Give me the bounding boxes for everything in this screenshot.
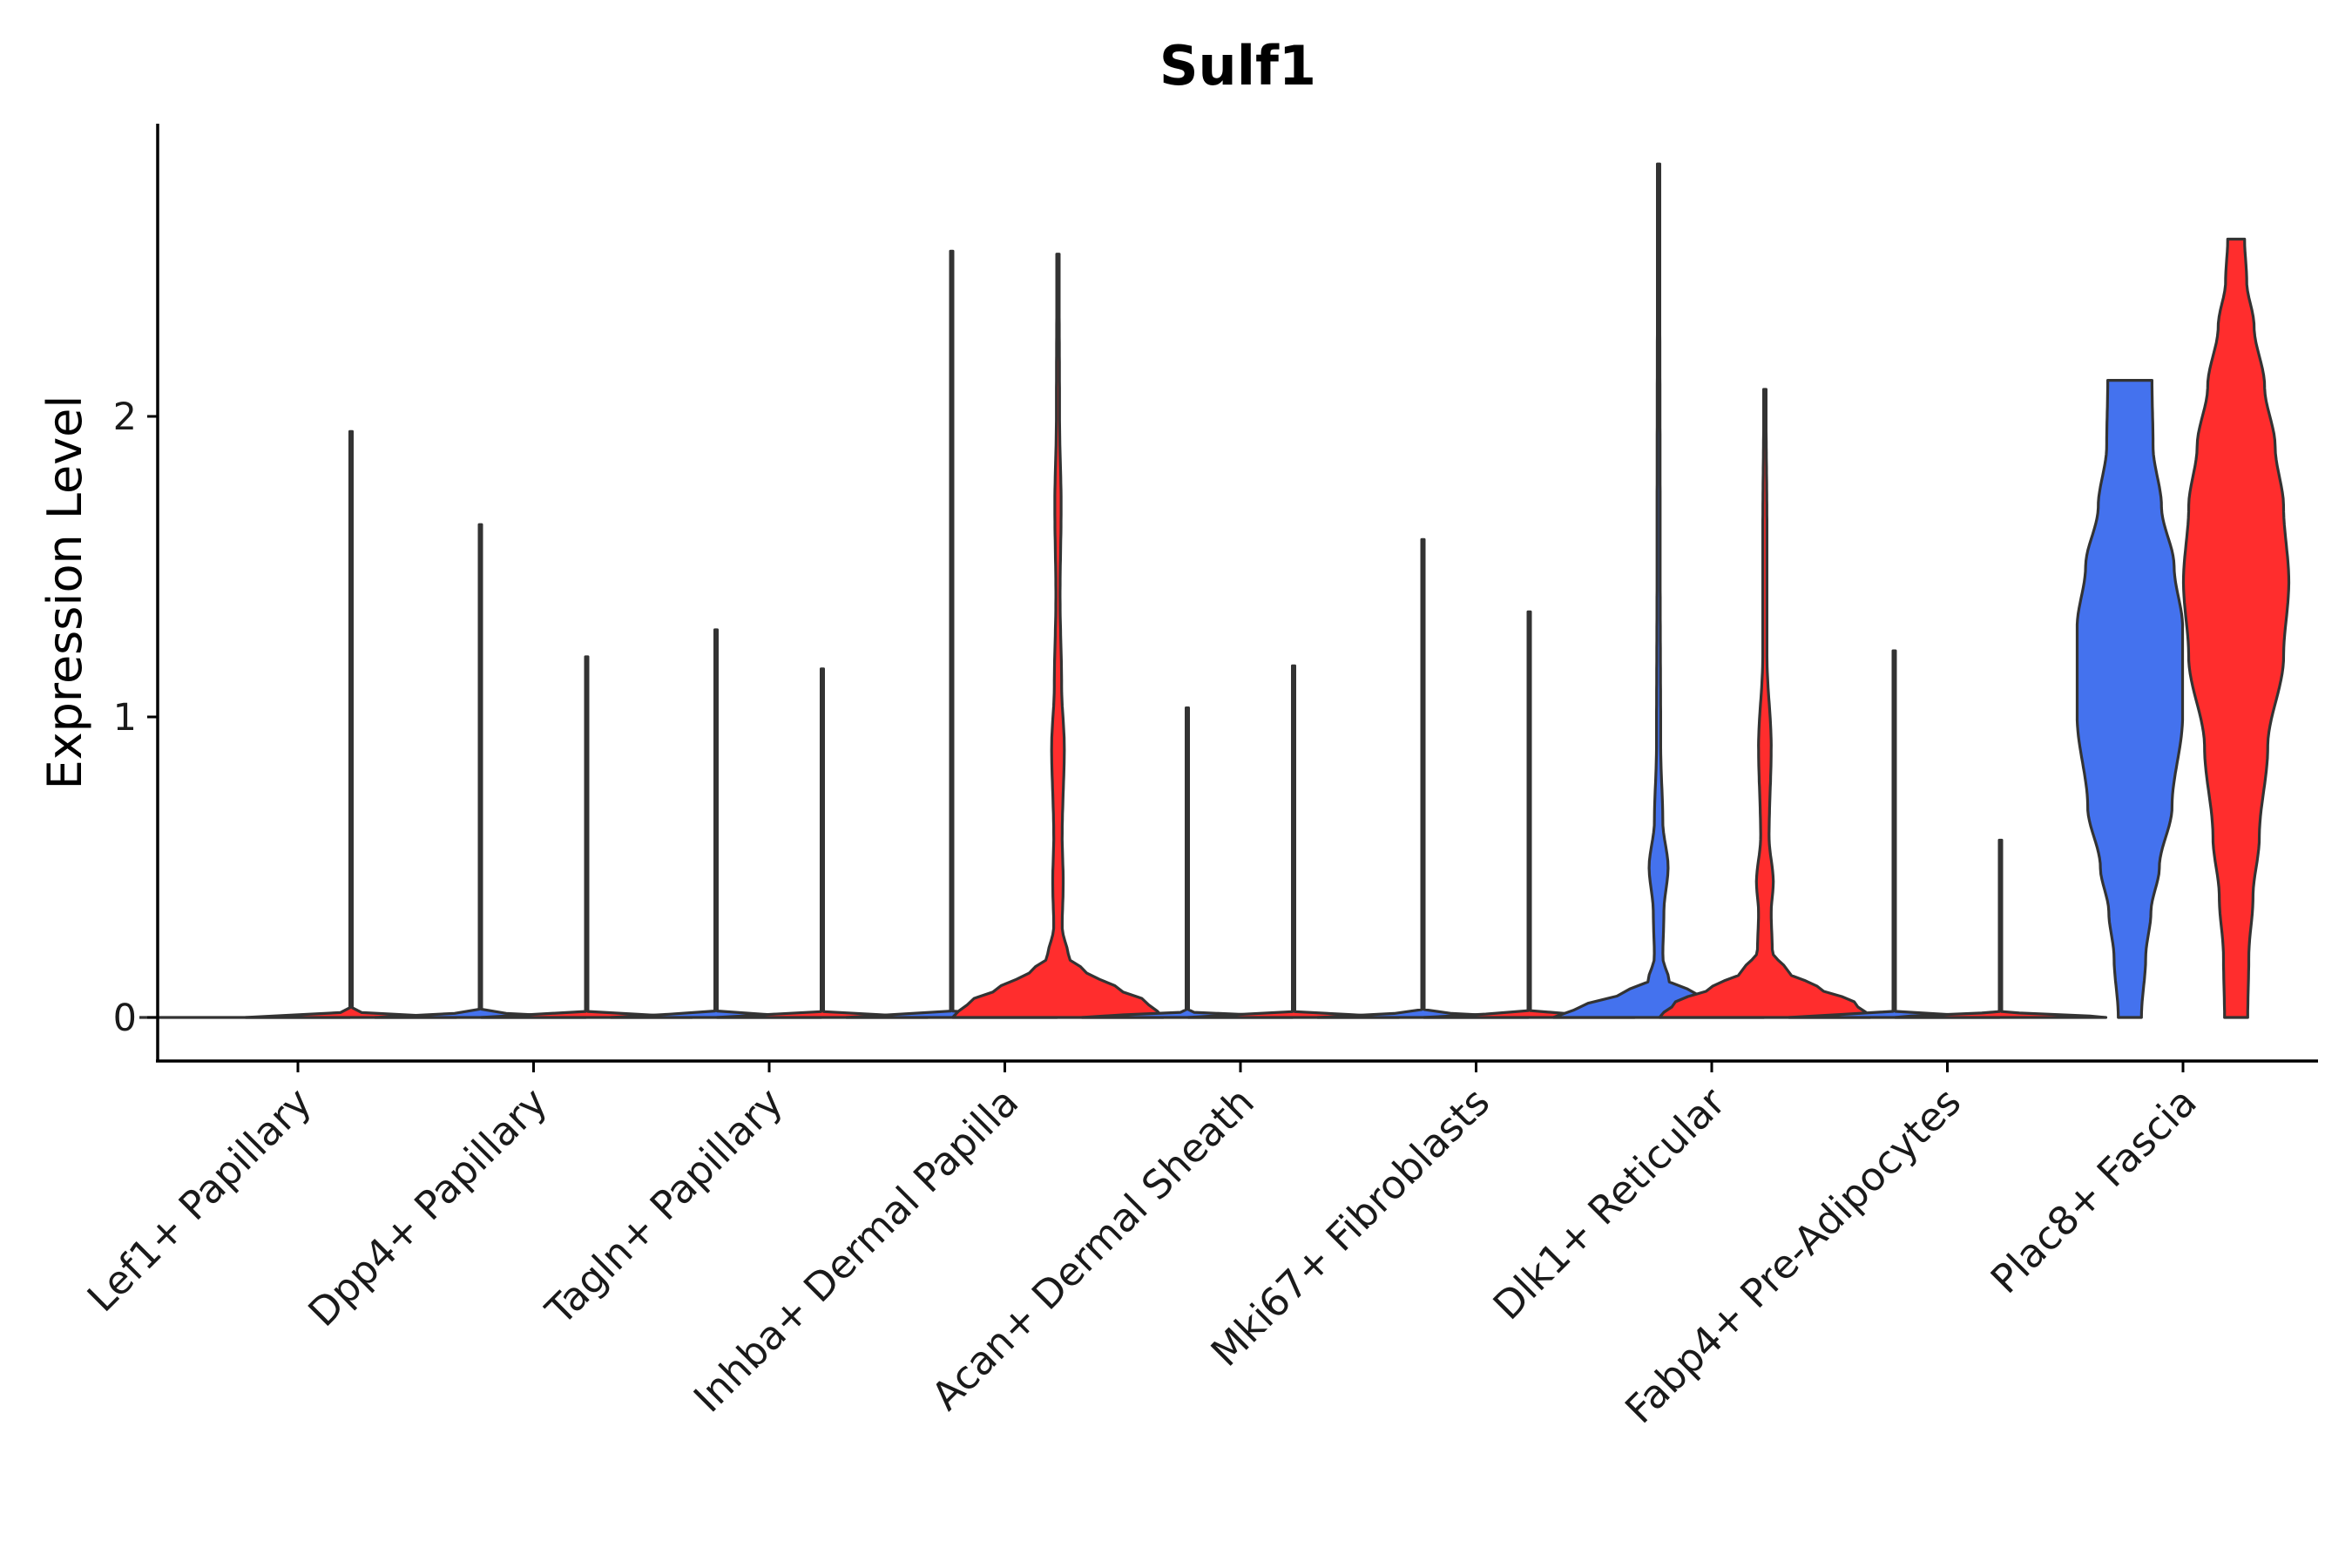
violin-1-blue xyxy=(373,523,588,1019)
violin-layer xyxy=(139,162,2291,1019)
y-tick-label: 2 xyxy=(113,395,137,439)
violin-4-red xyxy=(1186,664,1401,1019)
y-axis-label: Expression Level xyxy=(37,395,92,790)
y-tick-label: 0 xyxy=(113,997,137,1040)
violin-3-red xyxy=(950,253,1166,1019)
y-tick-label: 1 xyxy=(113,696,137,740)
violin-2-red xyxy=(715,667,929,1019)
violin-2-blue xyxy=(609,628,823,1019)
x-tick-label: Lef1+ Papillary xyxy=(78,1078,321,1321)
violin-0-red xyxy=(244,429,458,1019)
x-tick-label: Tagln+ Papillary xyxy=(537,1078,792,1334)
violin-5-red xyxy=(1422,610,1637,1019)
violin-6-red xyxy=(1658,388,1872,1019)
x-tick-label: Plac8+ Fascia xyxy=(1982,1078,2206,1302)
violin-7-blue xyxy=(1787,649,2002,1019)
chart-title: Sulf1 xyxy=(1159,34,1316,98)
violin-5-blue xyxy=(1315,537,1531,1019)
y-ticks: 0 1 2 xyxy=(113,395,158,1040)
violin-8-red xyxy=(2181,237,2291,1019)
x-tick-label: Dpp4+ Papillary xyxy=(299,1078,556,1335)
violin-4-blue xyxy=(1080,706,1294,1019)
violin-8-blue xyxy=(2075,379,2185,1019)
violin-6-blue xyxy=(1551,162,1766,1019)
x-tick-label: Dlk1+ Reticular xyxy=(1484,1078,1734,1328)
violin-3-blue xyxy=(844,249,1059,1019)
axes xyxy=(156,124,2318,1063)
violin-7-red xyxy=(1893,838,2108,1019)
violin-1-red xyxy=(479,655,694,1019)
